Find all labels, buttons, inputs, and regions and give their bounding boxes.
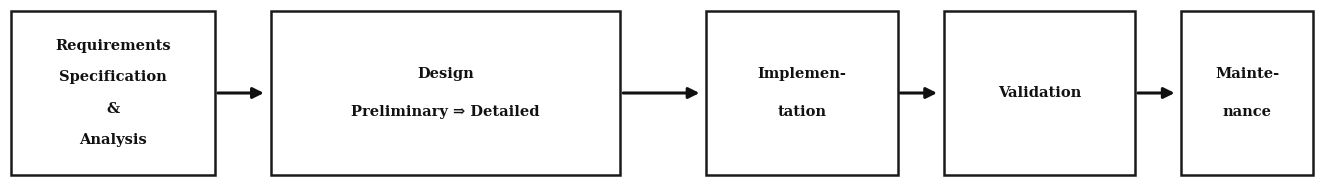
Text: Requirements: Requirements xyxy=(55,39,170,53)
Text: nance: nance xyxy=(1222,105,1272,119)
Text: Analysis: Analysis xyxy=(79,133,147,147)
Bar xyxy=(1181,11,1313,175)
Text: Preliminary ⇒ Detailed: Preliminary ⇒ Detailed xyxy=(351,105,540,119)
Bar xyxy=(11,11,215,175)
Text: Specification: Specification xyxy=(59,70,166,84)
Bar xyxy=(271,11,620,175)
Text: &: & xyxy=(106,102,120,116)
Text: Mainte-: Mainte- xyxy=(1216,67,1279,81)
Text: Design: Design xyxy=(417,67,474,81)
Text: tation: tation xyxy=(777,105,826,119)
Bar xyxy=(706,11,898,175)
Bar xyxy=(944,11,1135,175)
Text: Implemen-: Implemen- xyxy=(758,67,846,81)
Text: Validation: Validation xyxy=(998,86,1081,100)
